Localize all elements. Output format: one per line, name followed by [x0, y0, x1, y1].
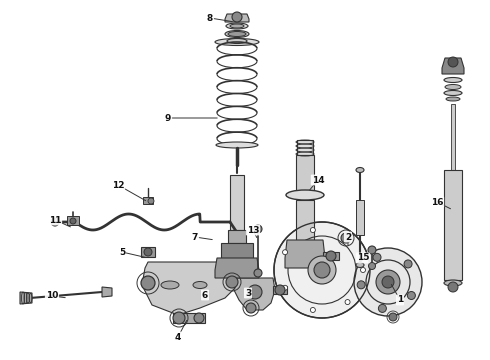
Polygon shape — [273, 286, 287, 294]
Circle shape — [368, 246, 376, 254]
Text: 7: 7 — [192, 233, 198, 242]
Polygon shape — [143, 197, 153, 204]
Text: 9: 9 — [165, 113, 171, 122]
Ellipse shape — [215, 39, 259, 45]
Text: 10: 10 — [46, 292, 58, 301]
Ellipse shape — [161, 281, 179, 289]
Polygon shape — [285, 240, 325, 268]
Circle shape — [173, 312, 185, 324]
Text: 16: 16 — [431, 198, 443, 207]
Ellipse shape — [228, 32, 246, 36]
Circle shape — [70, 218, 76, 224]
Polygon shape — [141, 247, 155, 257]
Circle shape — [345, 300, 350, 305]
Ellipse shape — [225, 31, 249, 37]
Text: 11: 11 — [49, 216, 61, 225]
Polygon shape — [102, 287, 112, 297]
Circle shape — [376, 270, 400, 294]
Polygon shape — [451, 104, 455, 170]
Polygon shape — [221, 243, 253, 258]
Circle shape — [283, 250, 288, 255]
Circle shape — [254, 225, 262, 233]
Polygon shape — [230, 175, 244, 230]
Circle shape — [378, 305, 387, 312]
Polygon shape — [233, 278, 275, 310]
Circle shape — [310, 307, 316, 312]
Polygon shape — [323, 252, 339, 260]
Circle shape — [141, 276, 155, 290]
Circle shape — [144, 248, 152, 256]
Text: 15: 15 — [357, 253, 369, 262]
Text: 1: 1 — [397, 296, 403, 305]
Ellipse shape — [193, 282, 207, 288]
Circle shape — [326, 251, 336, 261]
Text: 12: 12 — [112, 180, 124, 189]
Text: 5: 5 — [119, 248, 125, 257]
Ellipse shape — [356, 167, 364, 172]
Circle shape — [314, 262, 330, 278]
Circle shape — [246, 303, 256, 313]
Polygon shape — [297, 140, 313, 155]
Circle shape — [407, 292, 416, 300]
Circle shape — [148, 198, 154, 204]
Text: 4: 4 — [175, 333, 181, 342]
Text: 14: 14 — [312, 176, 324, 185]
Ellipse shape — [445, 85, 461, 90]
Circle shape — [361, 267, 366, 273]
Polygon shape — [442, 58, 464, 74]
Ellipse shape — [216, 142, 258, 148]
Ellipse shape — [226, 23, 248, 29]
Circle shape — [341, 233, 351, 243]
Polygon shape — [142, 262, 238, 315]
Text: 2: 2 — [345, 233, 351, 242]
Ellipse shape — [227, 39, 247, 44]
Circle shape — [226, 276, 238, 288]
Polygon shape — [356, 200, 364, 235]
Circle shape — [345, 235, 350, 240]
Circle shape — [448, 57, 458, 67]
Circle shape — [308, 256, 336, 284]
Circle shape — [232, 12, 242, 22]
Polygon shape — [20, 292, 32, 304]
Polygon shape — [296, 200, 314, 240]
Polygon shape — [225, 14, 249, 22]
Circle shape — [373, 253, 381, 261]
Ellipse shape — [444, 90, 462, 95]
Circle shape — [354, 248, 422, 316]
Circle shape — [194, 313, 204, 323]
Ellipse shape — [286, 190, 324, 200]
Text: 13: 13 — [247, 225, 259, 234]
Circle shape — [274, 222, 370, 318]
Text: 3: 3 — [245, 288, 251, 297]
Polygon shape — [67, 216, 79, 225]
Circle shape — [368, 262, 375, 270]
Polygon shape — [444, 170, 462, 280]
Circle shape — [248, 285, 262, 299]
Circle shape — [254, 269, 262, 277]
Ellipse shape — [446, 97, 460, 101]
Ellipse shape — [444, 77, 462, 82]
Circle shape — [310, 228, 316, 233]
Ellipse shape — [444, 280, 462, 286]
Circle shape — [404, 260, 412, 268]
Polygon shape — [296, 155, 314, 195]
Circle shape — [382, 276, 394, 288]
Polygon shape — [228, 230, 246, 243]
Circle shape — [275, 285, 285, 295]
Circle shape — [51, 218, 59, 226]
Polygon shape — [173, 313, 205, 323]
Circle shape — [357, 281, 365, 289]
Ellipse shape — [230, 24, 244, 28]
Ellipse shape — [356, 262, 364, 267]
Circle shape — [283, 285, 288, 290]
Text: 8: 8 — [207, 14, 213, 23]
Circle shape — [389, 313, 397, 321]
Circle shape — [448, 282, 458, 292]
Text: 6: 6 — [202, 291, 208, 300]
Polygon shape — [215, 258, 259, 278]
